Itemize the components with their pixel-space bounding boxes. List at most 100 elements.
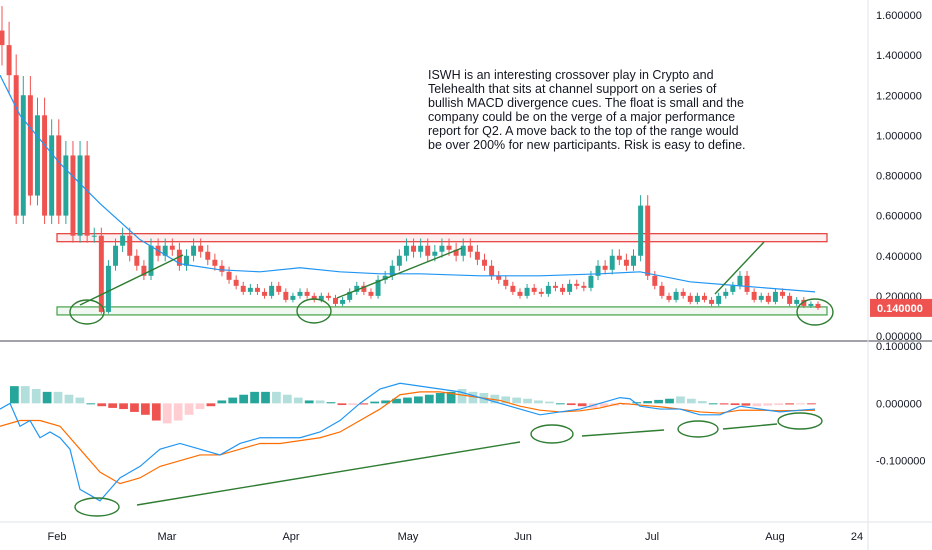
candle-body bbox=[233, 279, 239, 286]
candle-body bbox=[389, 265, 395, 276]
x-tick-label: Jun bbox=[514, 531, 532, 543]
candle-body bbox=[467, 245, 473, 252]
macd-histogram-bar bbox=[796, 403, 805, 405]
candle-body bbox=[694, 295, 700, 302]
macd-histogram-bar bbox=[217, 400, 227, 404]
macd-histogram-bar bbox=[108, 403, 118, 408]
macd-histogram-bar bbox=[31, 389, 41, 404]
x-tick-label: Feb bbox=[48, 531, 67, 543]
macd-trend-line bbox=[136, 441, 521, 506]
macd-histogram-bar bbox=[141, 403, 150, 415]
x-tick-label: 24 bbox=[851, 531, 863, 543]
candle-body bbox=[815, 303, 821, 308]
candle-body bbox=[765, 295, 771, 302]
support-touch-circle bbox=[296, 298, 332, 324]
macd-histogram-bar bbox=[392, 398, 401, 404]
macd-histogram-bar bbox=[807, 403, 816, 405]
macd-trend-line bbox=[722, 423, 778, 430]
macd-histogram-bar bbox=[10, 386, 19, 404]
candle-body bbox=[176, 249, 182, 266]
candle-body bbox=[474, 251, 480, 260]
candle-body bbox=[602, 265, 608, 270]
macd-histogram-bar bbox=[686, 398, 696, 404]
candle-body bbox=[361, 285, 367, 292]
candle-body bbox=[588, 275, 594, 288]
candle-body bbox=[247, 287, 253, 292]
last-price-badge bbox=[870, 298, 932, 317]
candle-body bbox=[432, 251, 438, 256]
macd-histogram-bar bbox=[763, 403, 773, 406]
candle-body bbox=[311, 295, 317, 300]
candle-body bbox=[701, 295, 707, 300]
candle-body bbox=[63, 155, 69, 216]
x-tick-label: Aug bbox=[765, 531, 785, 543]
macd-signal-line bbox=[0, 391, 816, 485]
candle-body bbox=[113, 245, 119, 266]
last-price-label: 0.140000 bbox=[877, 303, 923, 315]
x-tick-label: Apr bbox=[282, 531, 299, 543]
candle-body bbox=[148, 245, 154, 276]
macd-histogram-bar bbox=[719, 403, 729, 405]
candle-body bbox=[0, 30, 5, 46]
macd-histogram-bar bbox=[381, 400, 390, 404]
x-tick-label: May bbox=[398, 531, 419, 543]
candle-body bbox=[411, 245, 417, 252]
macd-histogram-bar bbox=[446, 391, 456, 404]
macd-histogram-bar bbox=[326, 402, 336, 404]
price-y-tick-label: 0.600000 bbox=[876, 211, 922, 223]
macd-histogram-bar bbox=[151, 403, 161, 421]
macd-histogram-bar bbox=[730, 403, 740, 406]
candle-body bbox=[616, 255, 622, 260]
candle-body bbox=[652, 275, 658, 286]
macd-histogram-bar bbox=[370, 401, 380, 404]
candle-body bbox=[758, 295, 764, 300]
candle-body bbox=[77, 155, 83, 236]
macd-histogram-bar bbox=[534, 400, 543, 404]
candle-body bbox=[354, 285, 360, 292]
price-trend-line bbox=[714, 241, 765, 295]
candle-body bbox=[318, 295, 324, 300]
candle-body bbox=[517, 291, 523, 296]
chart-annotation-text: ISWH is an interesting crossover play in… bbox=[428, 68, 746, 152]
candle-body bbox=[13, 75, 19, 216]
candle-body bbox=[418, 245, 424, 252]
candle-body bbox=[262, 291, 268, 296]
macd-histogram-bar bbox=[523, 398, 532, 404]
price-y-tick-label: 0.400000 bbox=[876, 251, 922, 263]
candle-body bbox=[638, 205, 644, 256]
candle-body bbox=[269, 285, 275, 296]
macd-histogram-bar bbox=[414, 396, 423, 404]
candle-body bbox=[709, 299, 715, 304]
macd-histogram-bar bbox=[643, 401, 653, 404]
candle-body bbox=[772, 291, 778, 302]
candle-body bbox=[198, 245, 204, 252]
macd-histogram-bar bbox=[665, 398, 674, 404]
macd-histogram-bar bbox=[293, 397, 303, 404]
macd-line bbox=[0, 382, 816, 502]
candle-body bbox=[98, 235, 104, 312]
macd-histogram-bar bbox=[424, 394, 434, 404]
candle-body bbox=[446, 245, 452, 250]
macd-histogram-bar bbox=[741, 403, 751, 406]
candle-body bbox=[503, 279, 509, 286]
macd-histogram-bar bbox=[501, 396, 511, 404]
macd-trend-line bbox=[581, 429, 665, 437]
candle-body bbox=[645, 205, 651, 276]
macd-histogram-bar bbox=[42, 391, 52, 404]
candle-body bbox=[205, 251, 211, 260]
moving-average-line bbox=[0, 74, 816, 293]
macd-histogram-bar bbox=[555, 403, 565, 405]
candle-body bbox=[120, 235, 126, 246]
candle-body bbox=[751, 291, 757, 300]
candle-body bbox=[127, 235, 133, 256]
candle-body bbox=[631, 255, 636, 266]
candle-body bbox=[20, 95, 26, 216]
macd-histogram-bar bbox=[348, 403, 358, 406]
candle-body bbox=[34, 115, 40, 196]
candle-body bbox=[49, 135, 55, 216]
macd-histogram-bar bbox=[64, 394, 74, 404]
candle-body bbox=[673, 291, 679, 300]
candle-body bbox=[425, 245, 431, 256]
macd-histogram-bar bbox=[304, 400, 314, 404]
